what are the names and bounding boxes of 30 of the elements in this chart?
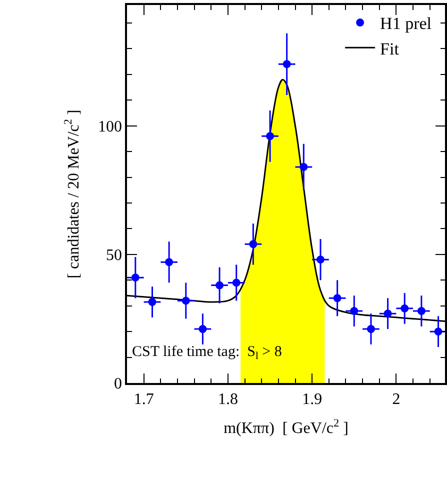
point [400, 304, 409, 312]
point [249, 240, 258, 248]
point [232, 278, 240, 287]
point [182, 296, 190, 305]
point [384, 310, 392, 318]
legend-label: H1 prel [380, 14, 432, 34]
point [316, 256, 324, 264]
point [350, 307, 358, 315]
x-tick-label: 1.7 [134, 390, 154, 408]
point [282, 60, 291, 68]
point [216, 281, 224, 290]
point [165, 258, 174, 266]
x-axis-title: m(Kππ) [ GeV/c$^{2}$ ] [224, 417, 348, 438]
point [333, 294, 342, 302]
y-tick-label: 0 [114, 376, 122, 393]
legend-label: Fit [380, 39, 400, 58]
point [366, 325, 375, 333]
point [300, 163, 308, 171]
y-tick-label: 50 [106, 247, 122, 264]
x-tick-label: 1.9 [302, 390, 322, 408]
point [198, 325, 207, 333]
y-tick-label: 100 [98, 118, 122, 136]
point [266, 132, 274, 140]
point [131, 274, 140, 282]
x-tick-label: 2 [392, 390, 400, 408]
annotation: CST life time tag: S$_{l}$ > 8 [132, 344, 282, 362]
point [434, 328, 442, 336]
point [417, 307, 426, 315]
x-tick-label: 1.8 [218, 390, 238, 408]
point [148, 298, 156, 306]
